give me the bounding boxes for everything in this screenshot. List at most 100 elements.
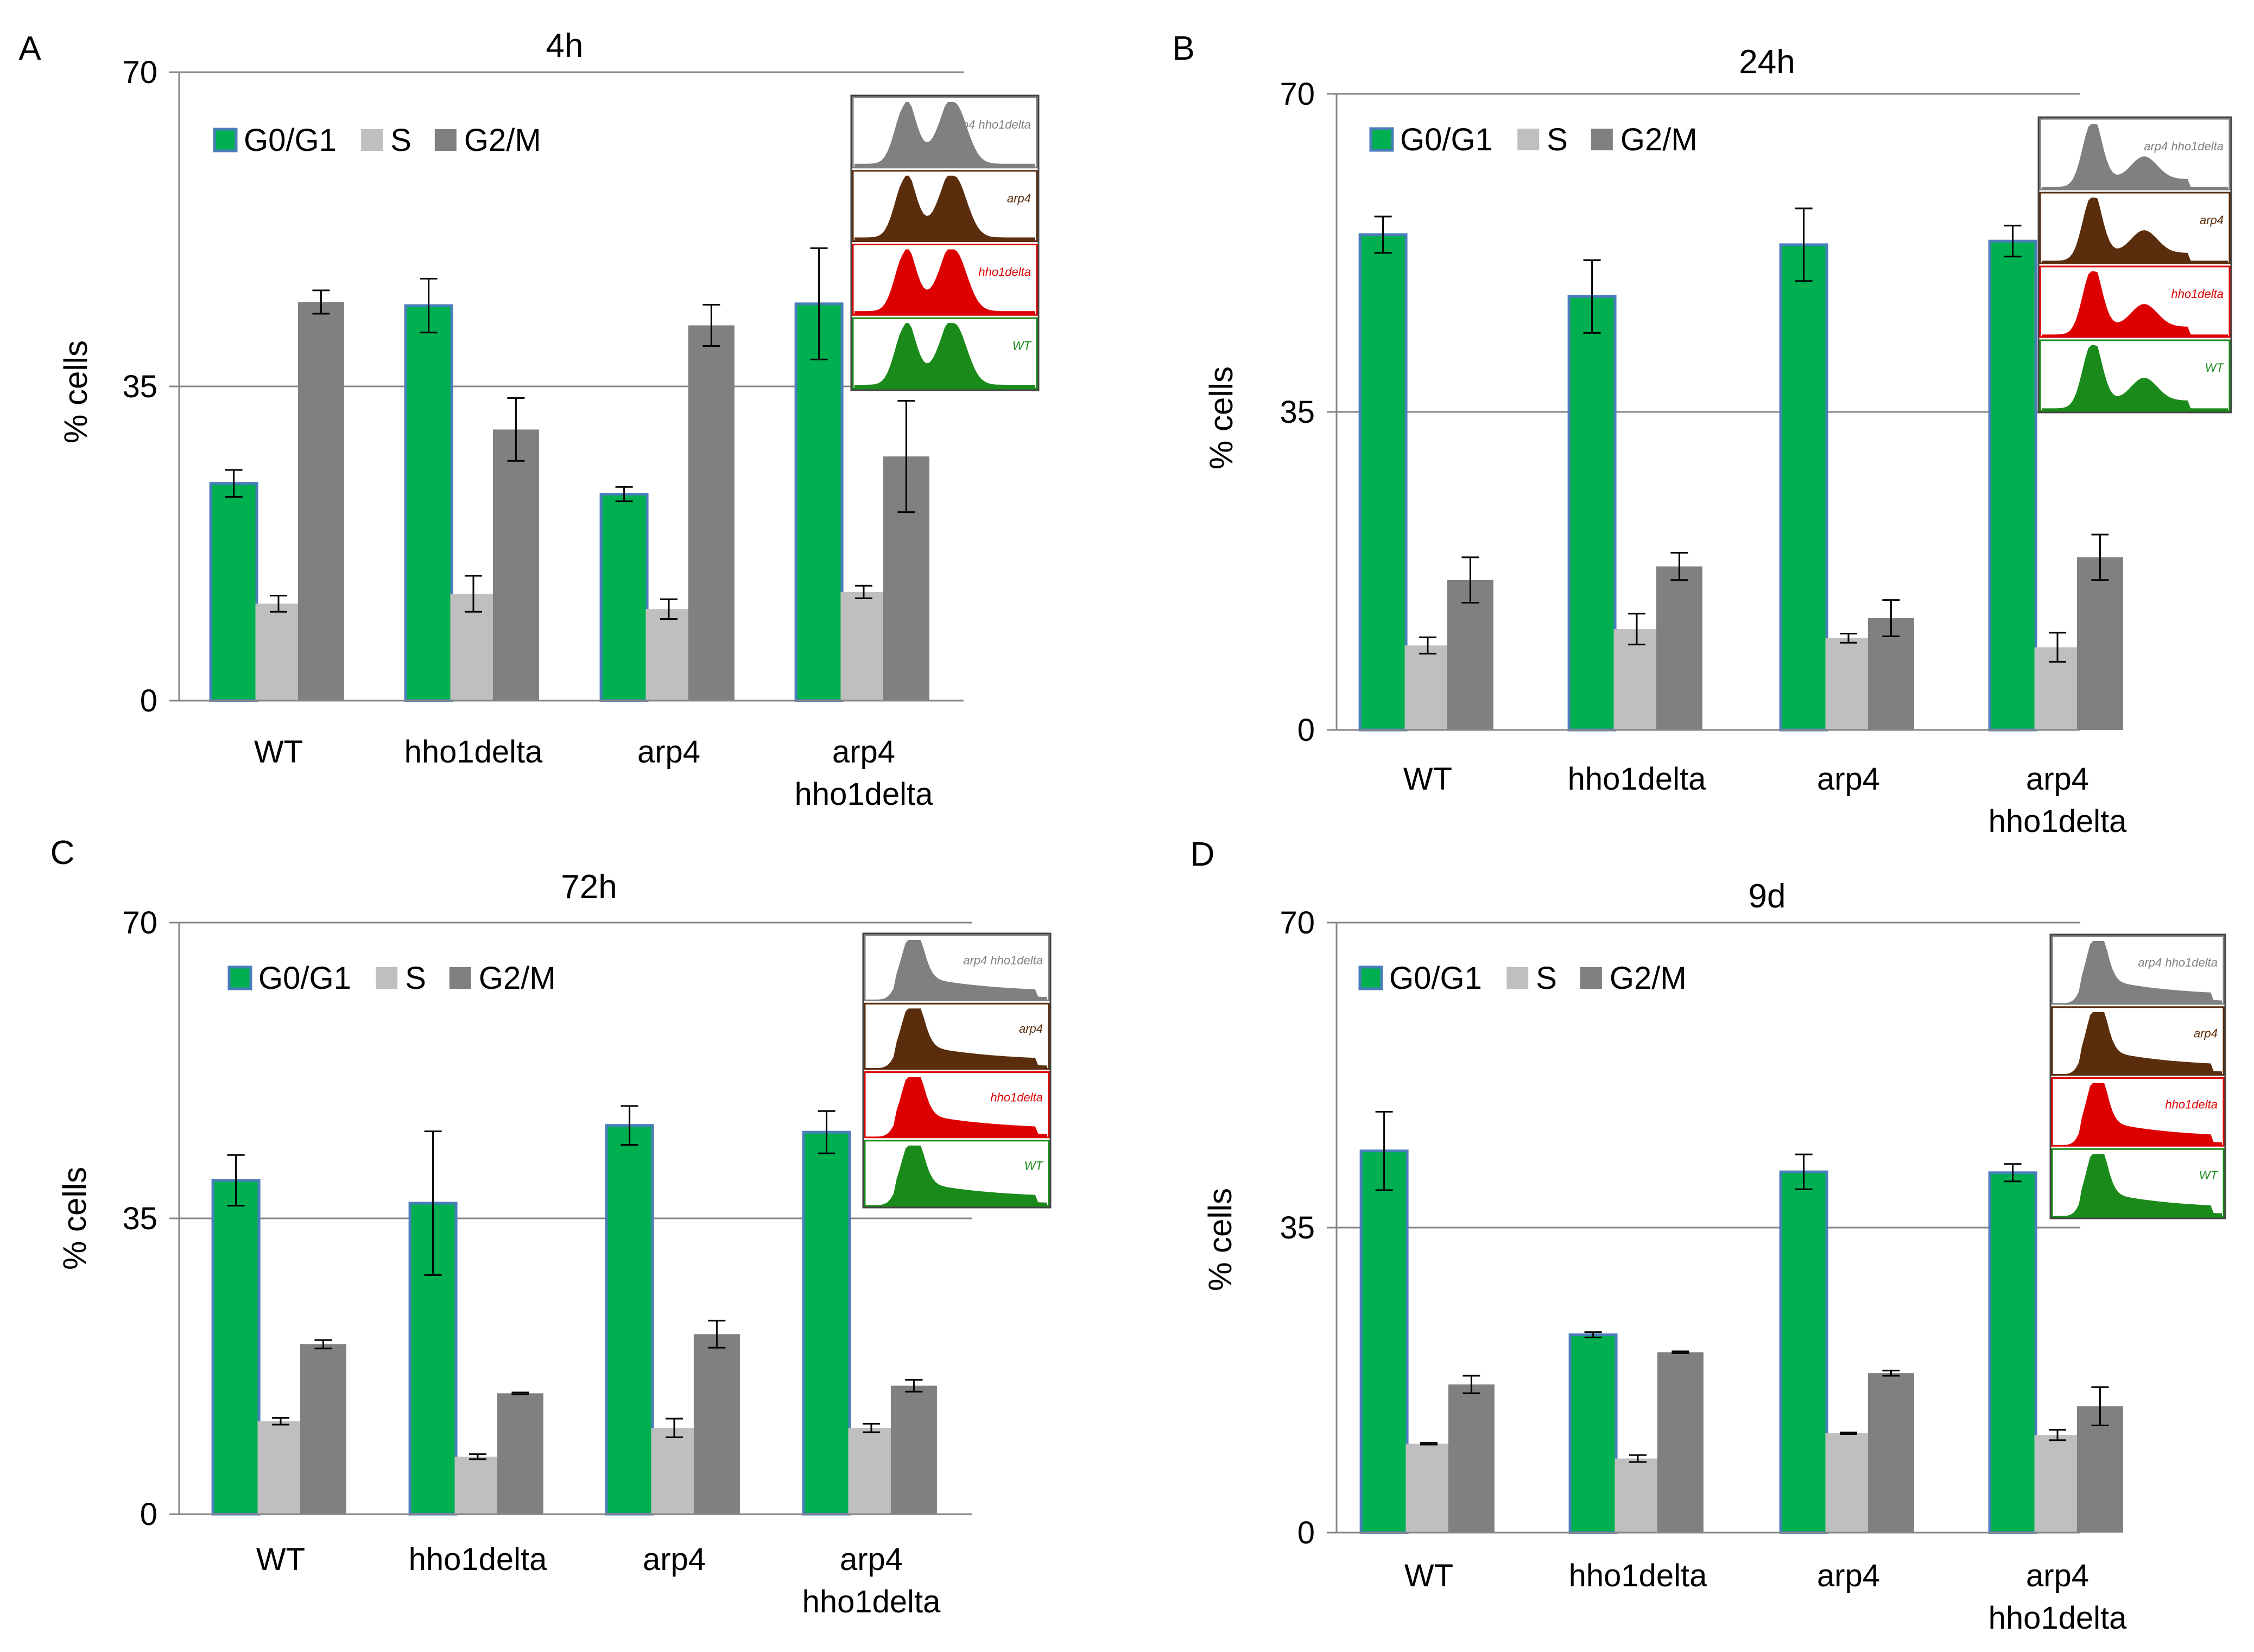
flow-cytometry-inset: arp4 hho1delta arp4 hho1delta WT — [850, 94, 1040, 391]
bar-s-3 — [2034, 1435, 2081, 1533]
y-axis-label: % cells — [56, 1167, 93, 1270]
legend-swatch — [213, 128, 238, 153]
category-label: WT — [256, 1542, 305, 1577]
histogram-panel — [2039, 192, 2231, 264]
y-tick-label: 70 — [1280, 77, 1315, 112]
category-label: hho1delta — [1989, 804, 2128, 839]
category-label: hho1delta — [404, 734, 543, 770]
chart-title: 72h — [561, 868, 617, 906]
histogram-label: arp4 — [2194, 1027, 2218, 1040]
histogram-area — [2042, 345, 2228, 410]
legend-label: G0/G1 — [1389, 961, 1482, 996]
bar-g0-g1-1 — [1567, 295, 1617, 732]
legend-swatch — [1517, 129, 1540, 150]
histogram-label: hho1delta — [2171, 287, 2224, 301]
legend-label: G0/G1 — [258, 961, 351, 996]
histogram-area — [866, 1008, 1047, 1069]
histogram-label: arp4 hho1delta — [2138, 956, 2218, 969]
histogram-label: WT — [2205, 361, 2225, 374]
y-tick-label: 35 — [122, 1201, 157, 1236]
bar-g2-m-1 — [1657, 1352, 1704, 1533]
bar-g0-g1-2 — [599, 493, 649, 702]
histogram-area — [2042, 124, 2228, 189]
bar-s-1 — [454, 1457, 501, 1514]
flow-cytometry-inset: arp4 hho1delta arp4 hho1delta WT — [2049, 933, 2226, 1219]
legend-label: G0/G1 — [244, 123, 337, 158]
histogram-label: arp4 — [1019, 1022, 1043, 1035]
panel-letter: C — [50, 834, 75, 872]
histogram-label: arp4 hho1delta — [963, 954, 1043, 967]
legend-label: G0/G1 — [1400, 122, 1493, 157]
legend-swatch — [1369, 127, 1394, 152]
category-label: hho1delta — [1989, 1600, 2128, 1636]
histogram-label: hho1delta — [2165, 1097, 2218, 1111]
bar-s-0 — [257, 1421, 304, 1514]
category-label: arp4 — [643, 1542, 706, 1577]
y-tick-label: 35 — [1280, 395, 1315, 430]
y-tick-label: 70 — [122, 55, 157, 90]
bar-s-2 — [645, 609, 692, 701]
bar-g0-g1-1 — [1568, 1333, 1618, 1534]
histogram-area — [854, 102, 1035, 167]
legend-swatch — [361, 129, 383, 151]
y-tick-label: 35 — [1280, 1210, 1315, 1246]
category-label: arp4 — [840, 1542, 903, 1577]
legend-swatch — [1506, 967, 1529, 989]
histogram-label: hho1delta — [978, 265, 1031, 279]
legend-label: S — [405, 961, 426, 996]
histogram-area — [866, 1145, 1047, 1205]
legend-swatch — [1580, 967, 1602, 989]
chart-panel-b: B 24h 0 35 70 % cells WT hho1delta arp4 arp4 hho1d… — [1172, 30, 2232, 839]
legend-swatch — [227, 965, 252, 990]
bar-g2-m-0 — [297, 302, 344, 701]
legend-label: G2/M — [1620, 122, 1698, 157]
legend-swatch — [376, 967, 398, 989]
histogram-label: arp4 — [1007, 192, 1031, 205]
histogram-area — [854, 323, 1035, 388]
category-label: hho1delta — [795, 777, 934, 812]
y-tick-label: 0 — [140, 1497, 157, 1532]
y-tick-label: 0 — [1297, 713, 1315, 748]
bar-g0-g1-0 — [1358, 233, 1408, 732]
y-tick-label: 35 — [122, 369, 157, 404]
histogram-area — [2042, 271, 2228, 336]
legend-label: G2/M — [1610, 961, 1687, 996]
y-tick-label: 0 — [140, 683, 157, 719]
bar-g2-m-3 — [2076, 557, 2123, 730]
histogram-area — [2054, 1154, 2222, 1216]
category-label: arp4 — [1817, 761, 1880, 797]
legend-label: S — [390, 123, 411, 158]
bar-s-0 — [1405, 1444, 1452, 1533]
bar-s-2 — [1825, 1433, 1872, 1533]
y-axis-label: % cells — [58, 340, 94, 443]
chart-title: 4h — [546, 27, 584, 65]
bar-g2-m-1 — [497, 1393, 543, 1514]
bar-s-2 — [651, 1428, 698, 1514]
bar-g2-m-0 — [1447, 580, 1493, 730]
flow-cytometry-inset: arp4 hho1delta arp4 hho1delta WT — [862, 932, 1052, 1209]
legend-swatch — [1358, 965, 1383, 990]
category-label: hho1delta — [409, 1542, 548, 1577]
bar-g0-g1-0 — [1359, 1149, 1409, 1534]
bar-g0-g1-2 — [1779, 1170, 1828, 1534]
bar-g2-m-3 — [890, 1386, 937, 1514]
bar-s-0 — [1404, 645, 1451, 730]
bar-g2-m-0 — [300, 1344, 346, 1514]
bar-g2-m-2 — [1867, 1373, 1914, 1533]
histogram-area — [2042, 198, 2228, 263]
category-label: hho1delta — [802, 1584, 941, 1619]
histogram-label: WT — [2199, 1168, 2219, 1182]
bar-g2-m-2 — [693, 1334, 740, 1514]
category-label: arp4 — [637, 734, 700, 770]
histogram-area — [2054, 1083, 2222, 1146]
histogram-label: hho1delta — [990, 1090, 1043, 1104]
category-label: arp4 — [2026, 761, 2089, 797]
panel-letter: D — [1191, 836, 1215, 873]
histogram-area — [866, 940, 1047, 1000]
histogram-label: WT — [1024, 1159, 1044, 1173]
bar-g2-m-1 — [1656, 566, 1702, 730]
legend-label: S — [1547, 122, 1568, 157]
legend-swatch — [449, 967, 471, 989]
histogram-area — [2054, 941, 2222, 1003]
